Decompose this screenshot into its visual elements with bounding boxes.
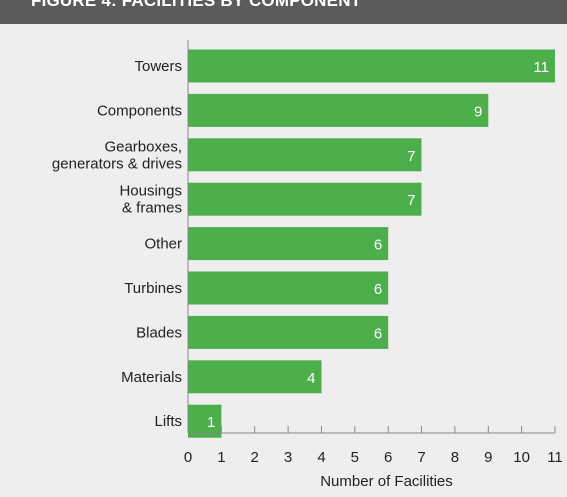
bar [188,404,222,438]
x-axis-title: Number of Facilities [320,473,453,490]
x-tick-label: 8 [451,449,459,466]
x-tick-label: 2 [251,449,259,466]
x-tick-label: 10 [513,449,530,466]
bar [188,138,422,172]
bar-value-label: 7 [407,192,415,209]
x-tick-label: 11 [547,449,563,466]
bar-value-label: 9 [474,103,482,120]
x-tick-label: 7 [417,449,425,466]
bar-value-label: 6 [374,237,382,254]
category-label: Blades [136,324,182,341]
category-label: Materials [121,369,182,386]
bar-value-label: 6 [374,281,382,298]
category-label: Housings & frames [119,183,182,217]
bar [188,271,389,305]
bar-value-label: 11 [533,59,549,76]
bar [188,93,489,127]
x-tick-label: 1 [217,449,225,466]
category-label: Towers [134,58,182,75]
bar-value-label: 7 [407,148,415,165]
bar [188,227,389,261]
x-tick-label: 5 [351,449,359,466]
bar [188,360,322,394]
category-label: Lifts [154,413,182,430]
x-tick-label: 3 [284,449,292,466]
category-label: Turbines [124,280,182,297]
x-tick-label: 9 [484,449,492,466]
figure-header: FIGURE 4: FACILITIES BY COMPONENT [0,0,567,24]
category-label: Components [97,102,182,119]
x-tick-label: 0 [184,449,192,466]
bar [188,49,555,83]
bar-value-label: 4 [307,370,315,387]
x-tick-label: 4 [317,449,325,466]
category-label: Other [144,236,182,253]
bar-value-label: 1 [207,414,215,431]
x-tick-label: 6 [384,449,392,466]
bar [188,182,422,216]
bar [188,315,389,349]
figure-title: FIGURE 4: FACILITIES BY COMPONENT [31,0,362,10]
bar-value-label: 6 [374,325,382,342]
category-label: Gearboxes, generators & drives [52,138,182,172]
